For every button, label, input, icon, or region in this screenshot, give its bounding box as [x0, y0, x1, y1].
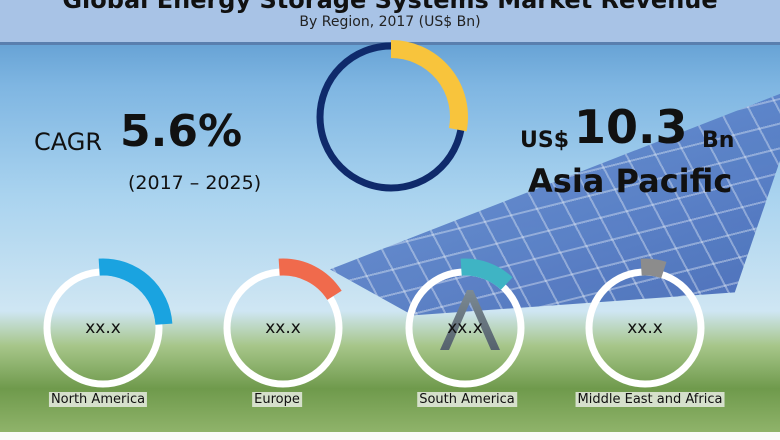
unit-label: Bn — [702, 128, 735, 153]
value-north-america: xx.x — [85, 318, 121, 338]
label-south-america: South America — [417, 392, 517, 407]
ring-segment-south-america — [460, 258, 513, 290]
value-europe: xx.x — [265, 318, 301, 338]
page-title: Global Energy Storage Systems Market Rev… — [62, 0, 718, 14]
ring-segment-middle-east-and-africa — [640, 258, 667, 279]
value-south-america: xx.x — [447, 318, 483, 338]
header: Global Energy Storage Systems Market Rev… — [0, 0, 780, 45]
label-europe: Europe — [252, 392, 302, 407]
subtitle: By Region, 2017 (US$ Bn) — [299, 14, 481, 30]
ring-segment-north-america — [98, 258, 173, 326]
cagr-period: (2017 – 2025) — [128, 172, 262, 194]
cagr-value: 5.6% — [120, 106, 243, 157]
highlight-value: 10.3 — [574, 100, 688, 154]
cagr-label: CAGR — [34, 128, 103, 156]
ring-segment-europe — [278, 258, 342, 301]
highlight-region: Asia Pacific — [528, 162, 733, 200]
label-north-america: North America — [48, 392, 148, 407]
bottom-strip — [0, 432, 780, 440]
main-ring-segment-asia-pacific — [390, 40, 468, 132]
value-middle-east-africa: xx.x — [627, 318, 663, 338]
currency-label: US$ — [520, 128, 570, 153]
label-middle-east-africa: Middle East and Africa — [575, 392, 725, 407]
